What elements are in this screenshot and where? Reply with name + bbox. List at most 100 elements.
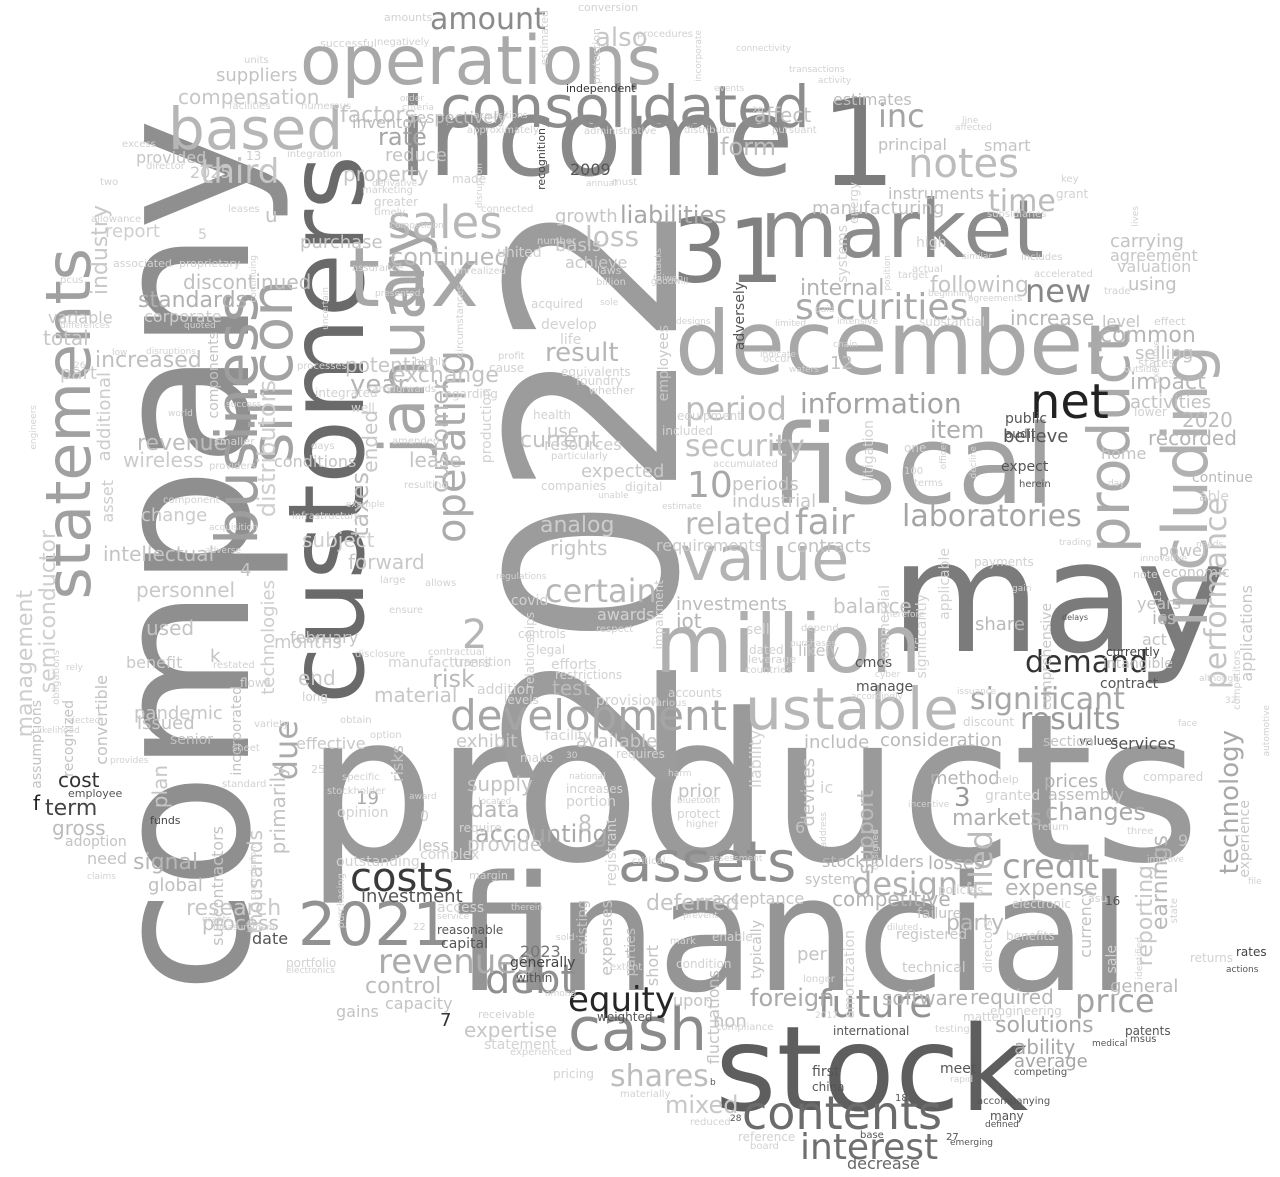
word-note: note <box>1133 568 1158 581</box>
word-impairment: impairment <box>652 580 666 650</box>
word-include: include <box>804 732 870 753</box>
word-amounts: amounts <box>384 11 433 24</box>
word-2009: 2009 <box>570 160 611 179</box>
word-item: item <box>930 416 985 444</box>
word-protection: protection <box>590 28 603 85</box>
word-protect: protect <box>677 807 721 821</box>
word-5: 5 <box>198 227 207 243</box>
word-amount: amount <box>430 2 546 37</box>
word-intellectual: intellectual <box>103 542 215 566</box>
word-levels: levels <box>504 693 539 707</box>
word-accordingly: accordingly <box>851 692 903 702</box>
word-life: life <box>560 332 582 348</box>
word-system: system <box>805 872 856 888</box>
word-growth: growth <box>555 206 618 227</box>
word-cause: cause <box>489 361 525 375</box>
word-activities: activities <box>1130 392 1212 413</box>
word-harm: harm <box>668 769 692 779</box>
word-three: three <box>1127 826 1154 837</box>
word-similar: similar <box>962 252 993 262</box>
word-significant: significant <box>970 682 1125 717</box>
word-ensure: ensure <box>389 605 424 616</box>
word-report: report <box>105 221 160 242</box>
word-sale: sale <box>1104 945 1120 974</box>
word-stock: stock <box>715 1000 1029 1138</box>
word-number: number <box>537 236 577 247</box>
word-value: value <box>680 522 850 595</box>
word-regulations: regulations <box>496 572 547 582</box>
word-26: 26 <box>74 361 86 371</box>
word-months: months <box>274 632 342 653</box>
word-deferred: deferred <box>646 891 740 916</box>
word-f: f <box>33 791 41 815</box>
word-significantly: significantly <box>914 594 930 679</box>
word-successful: successful <box>320 37 377 50</box>
word-option: option <box>370 730 402 741</box>
word-needs: needs <box>1196 540 1224 550</box>
word-year: year <box>350 370 409 400</box>
word-health: health <box>533 408 571 422</box>
word-quoted: quoted <box>184 321 216 331</box>
word-credit: credit <box>1002 847 1100 887</box>
word-integrated: integrated <box>315 386 378 400</box>
word-actual: actual <box>912 264 943 275</box>
word-inc: inc <box>878 97 925 135</box>
word-ability: ability <box>1014 1035 1076 1059</box>
word-identified: identified <box>1135 937 1145 980</box>
word-margin: margin <box>469 869 508 882</box>
word-increases: increases <box>566 782 623 796</box>
word-target: target <box>898 270 929 281</box>
word-internal: internal <box>800 276 885 301</box>
word-made: made <box>452 172 487 186</box>
word-acquisition: acquisition <box>209 523 258 533</box>
word-opinion: opinion <box>337 805 389 821</box>
word-legal: legal <box>536 643 566 657</box>
word-board: board <box>750 1141 779 1152</box>
word-performance: performance <box>1199 497 1234 690</box>
word-february: february <box>290 628 359 647</box>
word-6: 6 <box>795 818 806 837</box>
word-7: 7 <box>440 1010 452 1031</box>
word-obtain: obtain <box>340 715 372 726</box>
word-32: 32 <box>1225 696 1237 706</box>
word-material: material <box>374 683 458 707</box>
word-revenues: revenues <box>378 942 535 982</box>
word-state: state <box>1169 898 1180 924</box>
word-accounts: accounts <box>668 686 723 700</box>
word-resulting: resulting <box>404 480 448 491</box>
word-matter: matter <box>963 1010 1004 1024</box>
word-factors: factors <box>340 103 416 128</box>
word-proprietary: proprietary <box>179 257 241 270</box>
word-22: 22 <box>413 922 426 933</box>
word-regarding: regarding <box>440 387 498 401</box>
word-market: market <box>760 183 1044 276</box>
word-acquired: acquired <box>531 297 584 311</box>
word-restrictions: restrictions <box>555 668 623 682</box>
word-rely: rely <box>66 663 83 673</box>
word-excess: excess <box>122 139 156 150</box>
word-achieve: achieve <box>565 253 628 272</box>
word-price: price <box>1075 982 1155 1020</box>
word-expected: expected <box>581 461 665 482</box>
word-assets: assets <box>618 830 797 895</box>
word-transition: transition <box>454 655 512 669</box>
word-believe: believe <box>1003 426 1069 447</box>
word-associated: associated <box>113 257 172 270</box>
word-valuation: valuation <box>1117 257 1192 276</box>
word-stockholders: stockholders <box>822 852 924 871</box>
word-product: product <box>1075 330 1143 554</box>
word-research: research <box>186 896 282 921</box>
word-asset: asset <box>98 480 117 523</box>
word-revenue: revenue <box>137 431 228 456</box>
word-sole: sole <box>600 298 619 308</box>
word-base: base <box>860 1130 884 1141</box>
word-also: also <box>595 23 648 53</box>
word-incentive: incentive <box>908 800 950 810</box>
word-require: require <box>459 821 502 835</box>
word-13: 13 <box>246 149 262 163</box>
word-risks: risks <box>388 745 407 782</box>
word-technical: technical <box>902 960 966 976</box>
word-independent: independent <box>566 82 636 95</box>
word-time: time <box>988 184 1056 219</box>
